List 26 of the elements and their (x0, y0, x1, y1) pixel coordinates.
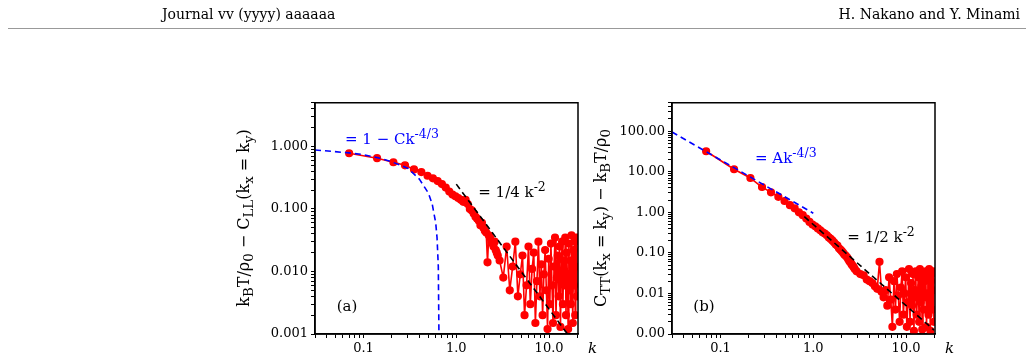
x-tick-label: 0.1 (710, 340, 731, 356)
x-tick-label: 0.1 (353, 340, 374, 356)
series-label: = 1/2 k$^{-2}$ (847, 223, 915, 246)
x-axis-title: k (945, 339, 955, 357)
x-tick-label: 10.0 (891, 340, 921, 356)
text: Journal vv (yyyy) aaaaaa (162, 6, 336, 22)
x-tick-label: 1.0 (802, 340, 824, 356)
series-label: = 1/4 k$^{-2}$ (478, 179, 546, 202)
text: H. Nakano and Y. Minami (838, 6, 1020, 22)
y-tick-label: 1.00 (636, 203, 665, 219)
y-tick-label: 0.100 (270, 200, 308, 216)
y-tick-label: 10.00 (627, 163, 665, 179)
annotation: (a) (336, 297, 358, 315)
y-tick-label: 1.000 (270, 137, 308, 153)
y-tick-label: 100.00 (619, 122, 665, 138)
x-axis-title: k (588, 339, 598, 357)
y-tick-label: 0.010 (270, 262, 308, 278)
x-tick-label: 1.0 (445, 340, 467, 356)
series-label: = Ak$^{-4/3}$ (755, 145, 817, 168)
annotation: (b) (693, 297, 715, 315)
y-tick-label: 0.00 (636, 325, 665, 341)
y-tick-label: 0.01 (636, 284, 665, 300)
y-tick-label: 0.10 (636, 244, 665, 260)
series-label: = 1 − Ck$^{-4/3}$ (345, 125, 439, 148)
y-tick-label: 0.001 (270, 325, 308, 341)
x-tick-label: 10.0 (534, 340, 564, 356)
